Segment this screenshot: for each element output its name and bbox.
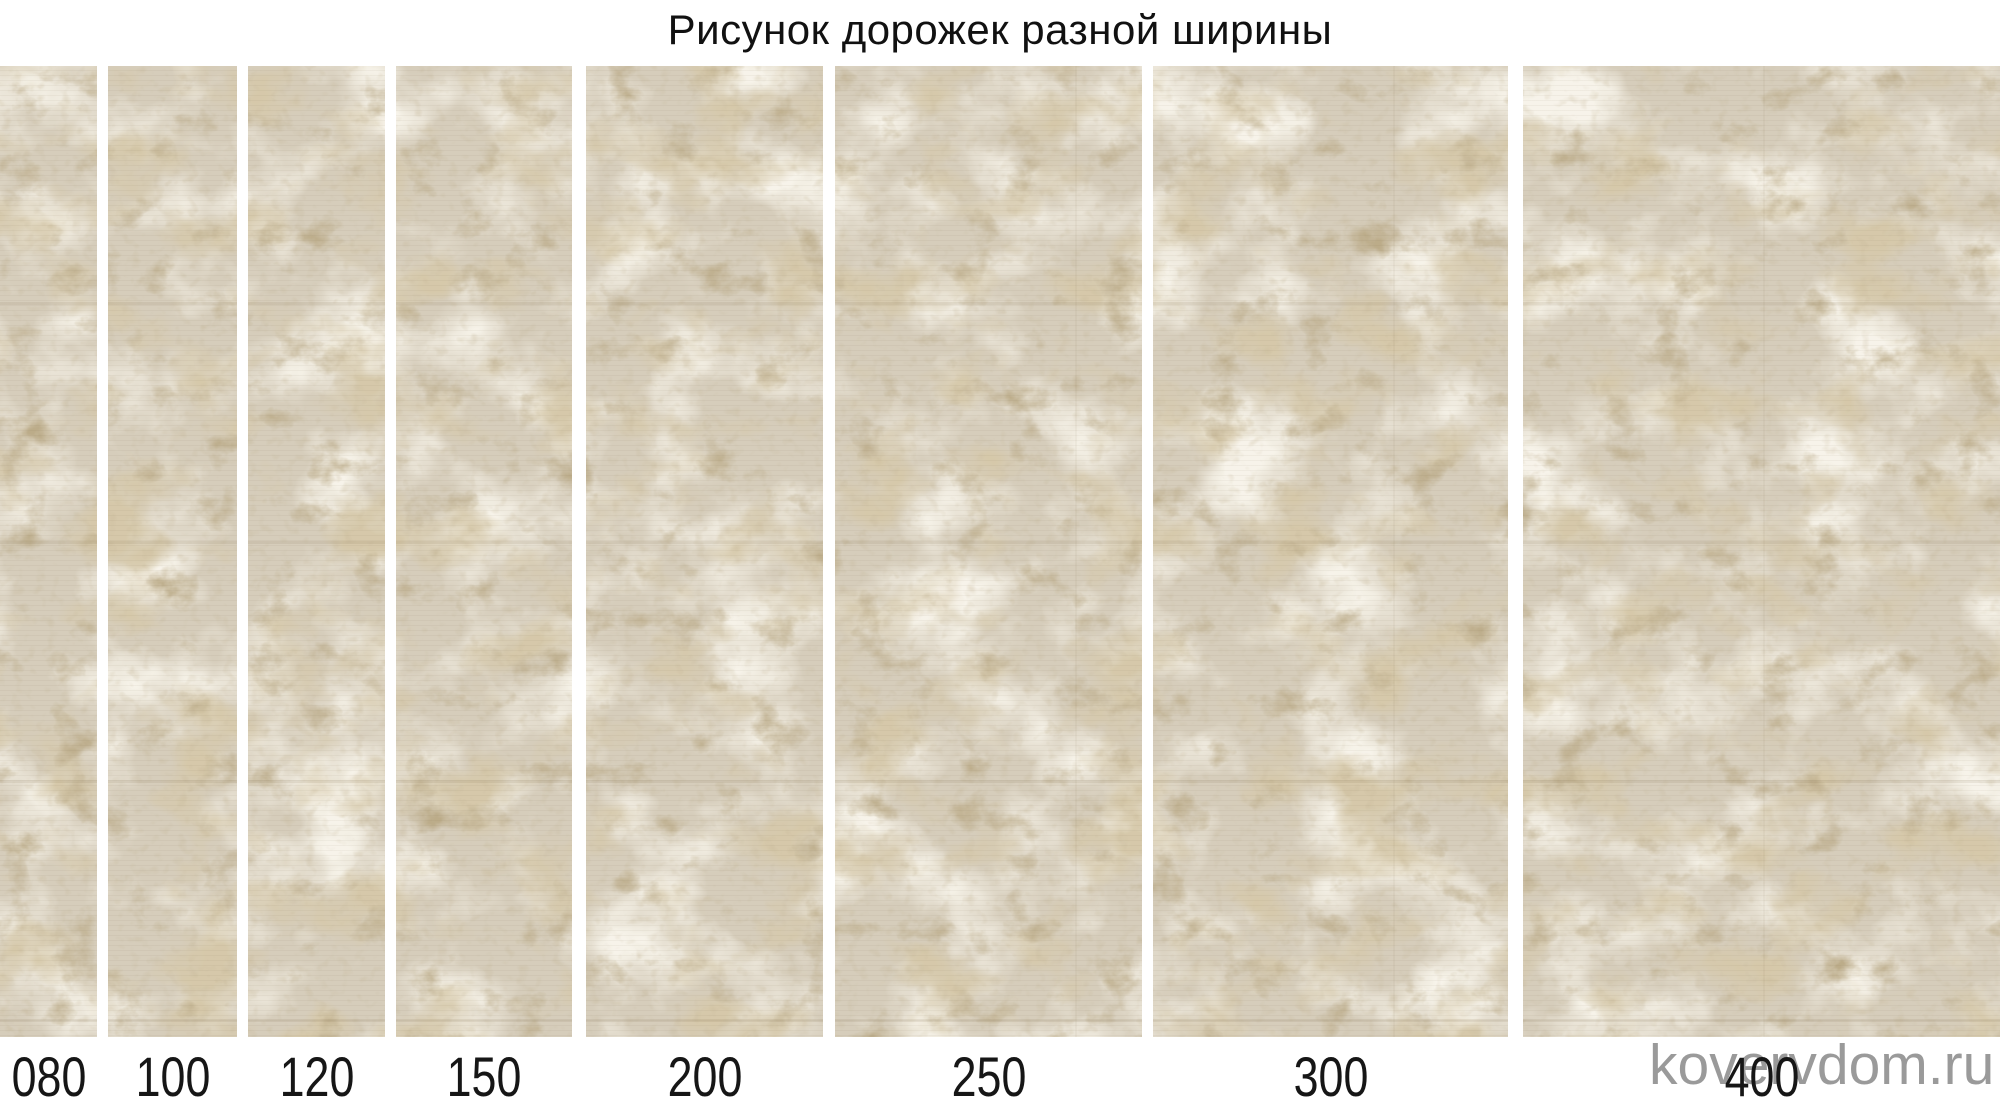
weave-lines-overlay [1523,66,2000,1037]
carpet-texture [1523,66,2000,1037]
width-label: 100 [135,1045,210,1107]
carpet-fine-grain [586,66,823,1037]
weave-lines-overlay [0,66,97,1037]
carpet-runner-strip [108,66,237,1037]
width-label: 080 [11,1045,86,1107]
carpet-fine-grain [396,66,572,1037]
carpet-texture [1153,66,1508,1037]
carpet-runner-strip [1523,66,2000,1037]
carpet-runner-strip [835,66,1142,1037]
width-label: 250 [951,1045,1026,1107]
carpet-runner-strip [248,66,385,1037]
carpet-runner-strip [1153,66,1508,1037]
carpet-texture [396,66,572,1037]
weave-lines-overlay [108,66,237,1037]
width-label: 120 [279,1045,354,1107]
weave-lines-overlay [1153,66,1508,1037]
weave-lines-overlay [835,66,1142,1037]
carpet-runner-strip [0,66,97,1037]
width-label: 300 [1293,1045,1368,1107]
width-label: 200 [667,1045,742,1107]
page-title: Рисунок дорожек разной ширины [667,6,1333,53]
carpet-fine-grain [1523,66,2000,1037]
carpet-runner-strip [396,66,572,1037]
width-label: 150 [446,1045,522,1107]
weave-lines-overlay [396,66,572,1037]
carpet-fine-grain [0,66,97,1037]
carpet-fine-grain [835,66,1142,1037]
carpet-fine-grain [1153,66,1508,1037]
carpet-fine-grain [248,66,385,1037]
carpet-texture [835,66,1142,1037]
carpet-texture [0,66,97,1037]
weave-lines-overlay [248,66,385,1037]
carpet-texture [586,66,823,1037]
weave-lines-overlay [586,66,823,1037]
carpet-texture [108,66,237,1037]
carpet-runner-strip [586,66,823,1037]
carpet-fine-grain [108,66,237,1037]
watermark-site-url: kovervdom.ru [1649,1033,1995,1097]
carpet-texture [248,66,385,1037]
runners-row [0,66,2000,1037]
